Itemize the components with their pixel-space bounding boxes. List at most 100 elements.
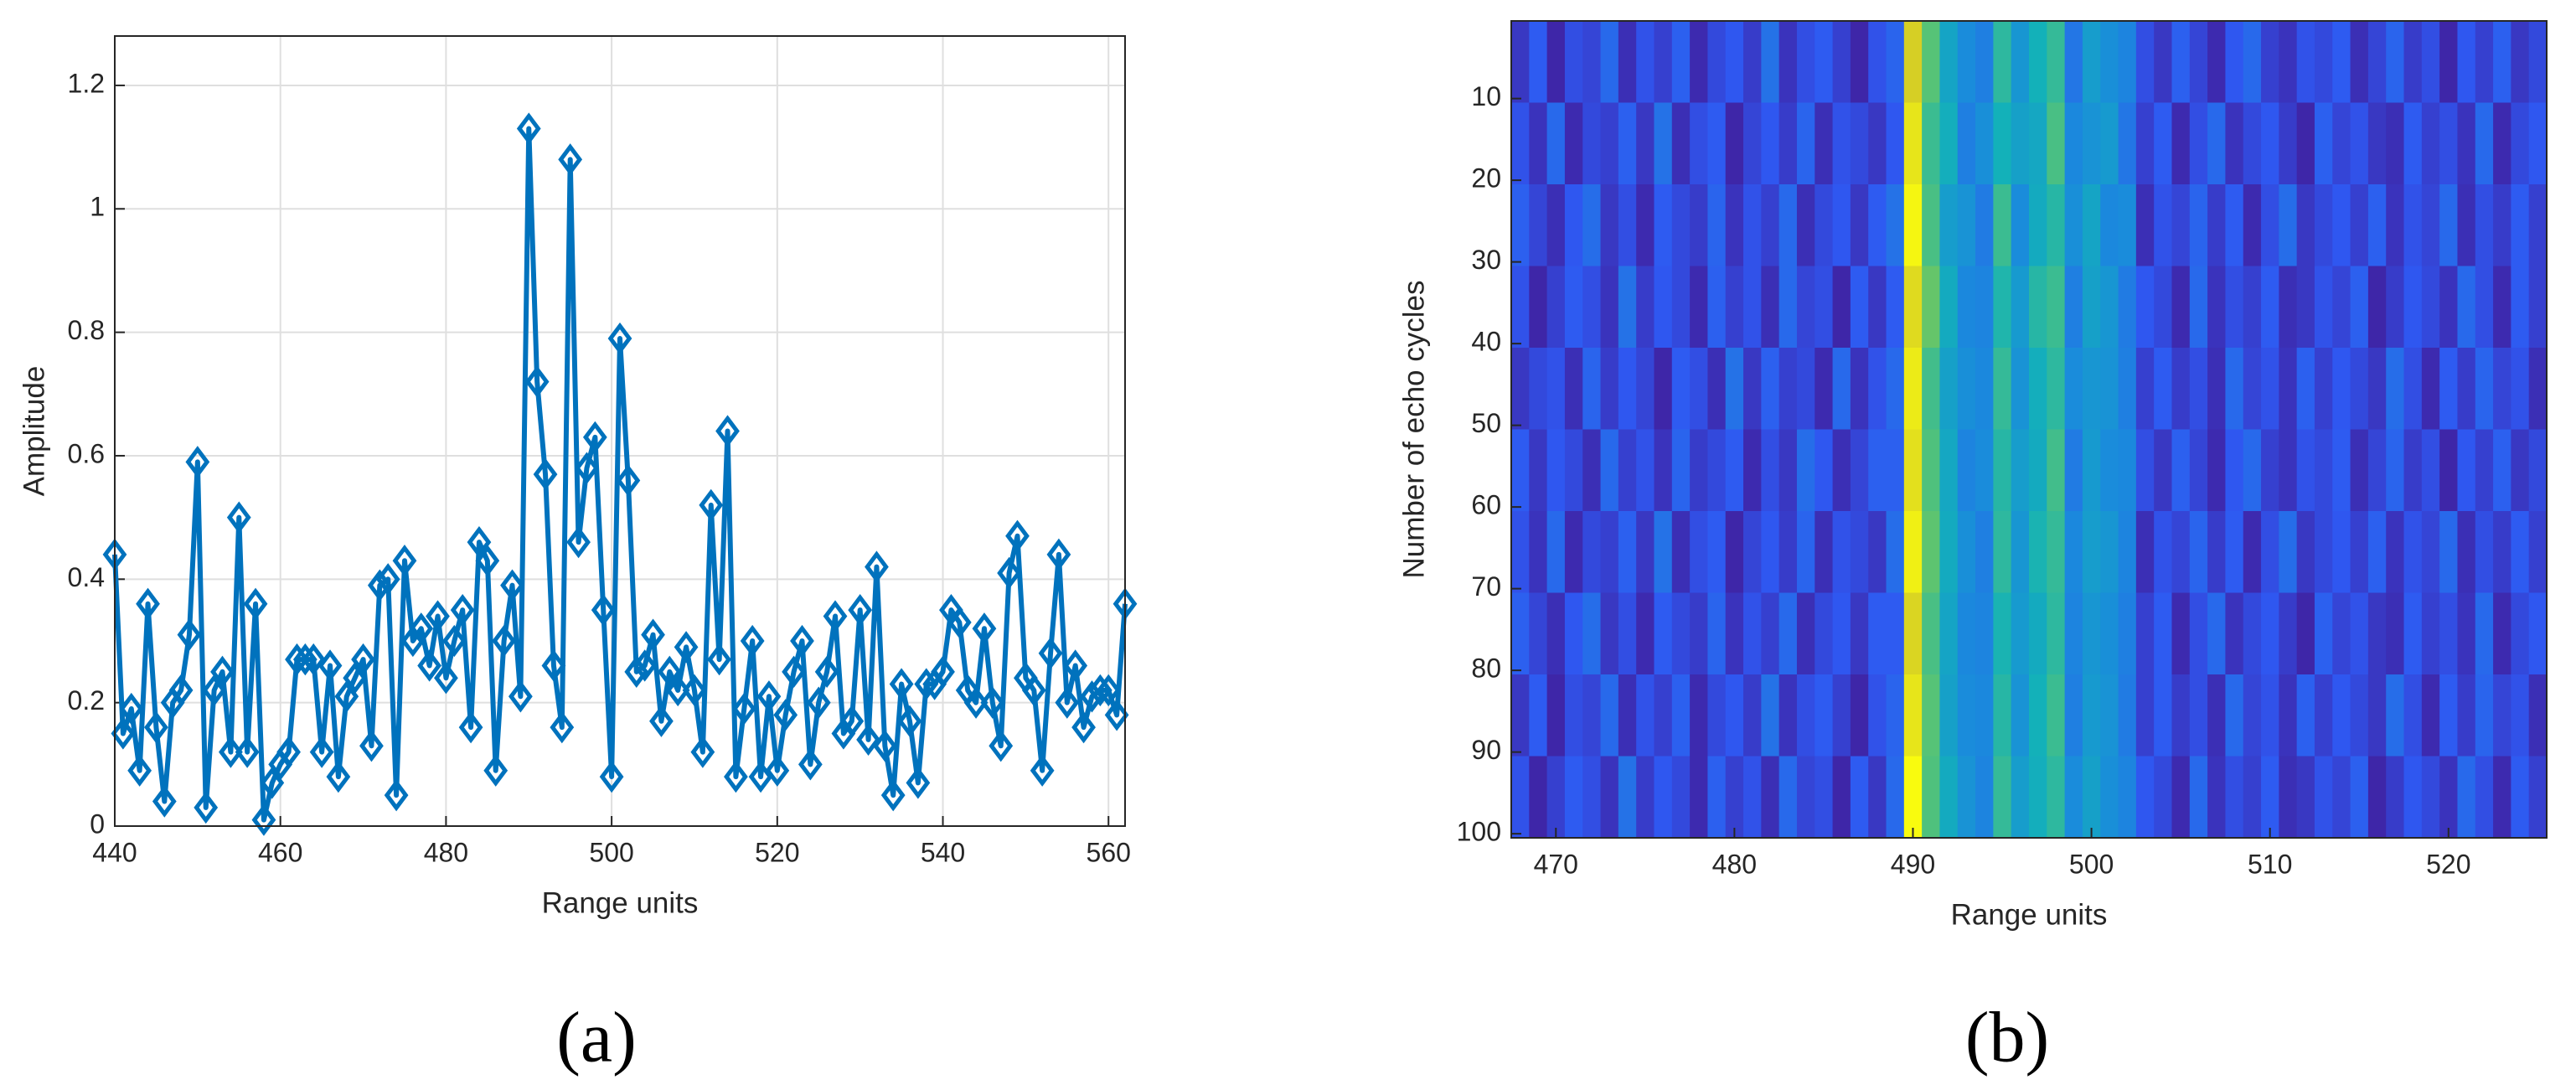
heat-cell [1582, 511, 1602, 593]
heat-cell [1564, 429, 1583, 512]
heat-cell [1939, 674, 1959, 757]
heat-cell [1654, 348, 1673, 430]
heat-cell [1636, 592, 1655, 675]
heat-cell [1815, 429, 1834, 512]
heat-cell [1850, 674, 1869, 757]
heat-cell [2296, 102, 2315, 185]
heat-cell [2047, 592, 2066, 675]
heat-cell [2171, 592, 2191, 675]
heat-cell [2350, 674, 2369, 757]
heat-cell [2475, 429, 2494, 512]
x-tick-label: 510 [2248, 849, 2292, 879]
marker [367, 569, 392, 602]
heat-cell [2493, 592, 2511, 675]
marker [177, 618, 202, 651]
heat-cell [2296, 21, 2315, 103]
heat-cell [2528, 756, 2548, 839]
marker [475, 545, 500, 577]
heat-cell [1903, 102, 1923, 185]
heat-cell [1707, 429, 1727, 512]
x-tick-label: 500 [589, 837, 633, 867]
heat-cell [1511, 348, 1530, 430]
heat-cell [2457, 756, 2476, 839]
marker [375, 563, 400, 596]
heat-cell [1618, 592, 1637, 675]
heat-cell [2279, 21, 2298, 103]
heat-cell [2082, 592, 2101, 675]
heat-cell [2457, 102, 2476, 185]
heat-cell [2386, 266, 2405, 349]
x-tick-label: 480 [1712, 849, 1757, 879]
heat-cell [1529, 592, 1548, 675]
heat-cell [1903, 756, 1923, 839]
heat-cell [1671, 592, 1691, 675]
marker [492, 624, 516, 658]
heat-cell [1815, 184, 1834, 266]
marker [773, 699, 798, 731]
marker [806, 686, 831, 719]
heat-cell [1903, 184, 1923, 266]
heat-cell [2154, 756, 2172, 839]
heat-cell [2314, 674, 2333, 757]
heat-cell [1957, 429, 1976, 512]
heat-cell [2439, 102, 2458, 185]
heat-cell [2457, 348, 2476, 430]
heat-cell [2225, 21, 2244, 103]
heat-cell [1850, 102, 1869, 185]
marker [790, 624, 814, 658]
heat-cell [1707, 184, 1727, 266]
heat-cell [1761, 348, 1780, 430]
heat-cell [2421, 348, 2440, 430]
heat-cell [2475, 592, 2494, 675]
marker [533, 457, 558, 491]
heat-cell [2475, 266, 2494, 349]
heat-cell [1939, 21, 1959, 103]
heat-cell [2118, 756, 2137, 839]
heat-cell [1957, 184, 1976, 266]
heat-cell [2332, 592, 2351, 675]
heat-cell [2154, 348, 2172, 430]
heat-cell [2118, 429, 2137, 512]
heat-cell [2261, 21, 2279, 103]
heat-cell [1636, 674, 1655, 757]
y-tick-label: 1 [90, 192, 105, 222]
heat-cell [1690, 184, 1708, 266]
heat-cell [2296, 348, 2315, 430]
heat-cell [1886, 511, 1905, 593]
marker [1063, 649, 1088, 682]
marker [226, 501, 251, 534]
heat-cell [1511, 592, 1530, 675]
heat-cell [2296, 266, 2315, 349]
heat-cell [1636, 184, 1655, 266]
heat-cell [1939, 511, 1959, 593]
marker [599, 760, 624, 793]
heat-cell [1778, 348, 1798, 430]
heat-cell [1832, 674, 1851, 757]
heat-cell [2279, 592, 2298, 675]
heat-cell [2386, 21, 2405, 103]
heat-cell [1850, 429, 1869, 512]
heat-cell [1529, 511, 1548, 593]
heat-cell [1761, 592, 1780, 675]
marker [168, 674, 194, 707]
heat-cell [2403, 266, 2423, 349]
heat-cell [1975, 348, 1994, 430]
heat-cell [1600, 184, 1619, 266]
heat-cell [1957, 511, 1976, 593]
heat-cell [2064, 592, 2083, 675]
heat-cell [1922, 592, 1940, 675]
marker [351, 643, 375, 676]
heat-cell [2171, 102, 2191, 185]
heat-cell [2189, 756, 2208, 839]
heat-cell [1778, 102, 1798, 185]
heat-cell [1707, 592, 1727, 675]
heat-cell [1850, 266, 1869, 349]
y-tick-label: 0.4 [68, 562, 105, 592]
heat-cell [2421, 429, 2440, 512]
marker [541, 649, 566, 682]
heat-cell [2261, 266, 2279, 349]
marker [550, 710, 575, 744]
heat-cell [1511, 674, 1530, 757]
heat-cell [2171, 429, 2191, 512]
heat-cell [2279, 429, 2298, 512]
